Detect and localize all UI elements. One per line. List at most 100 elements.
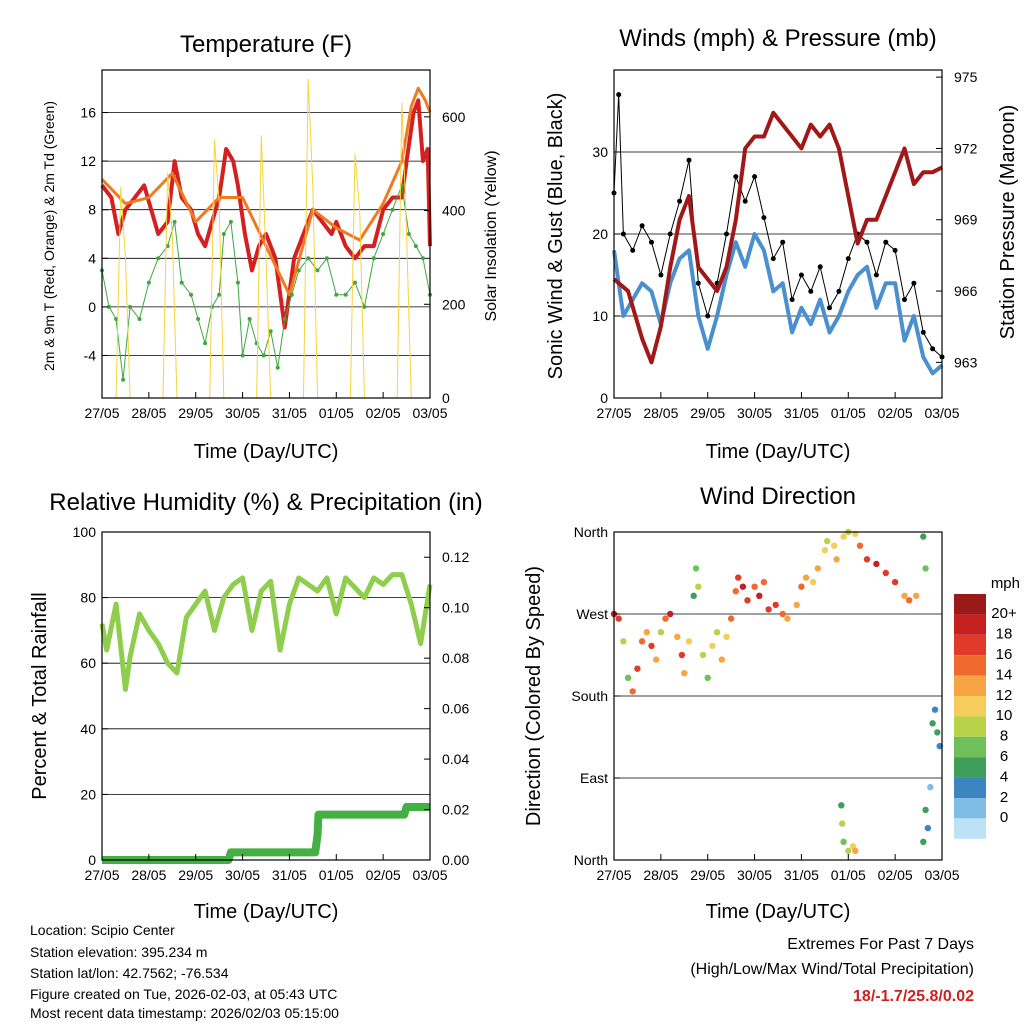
colorbar-label: 2 [1000,789,1008,806]
direction-point [882,569,889,577]
direction-point [713,629,721,636]
extremes-subtitle: (High/Low/Max Wind/Total Precipitation) [690,961,974,978]
x-tick-label: 02/05 [878,405,913,421]
direction-point [920,838,927,845]
y-tick-label: 0 [88,299,96,315]
extremes-value: 18/-1.7/25.8/0.02 [853,988,974,1005]
y-tick-label: East [580,770,608,786]
direction-point [662,615,669,622]
x-tick-label: 27/05 [84,405,119,421]
direction-point [653,656,660,663]
y-tick-label: West [576,606,608,622]
direction-point [751,583,758,590]
direction-point [784,615,791,622]
direction-point [739,583,747,590]
y2-tick-label: 600 [442,109,466,125]
y-tick-label: 0 [88,852,96,868]
direction-point [891,578,899,586]
direction-point [779,610,786,618]
direction-point [704,674,711,681]
y2-tick-label: 0 [442,390,450,406]
direction-point [913,592,920,599]
x-tick-label: 01/05 [831,867,866,883]
y-tick-label: 10 [592,308,608,324]
y2-tick-label: 0.08 [442,650,469,666]
colorbar-label: 18 [996,626,1013,643]
direction-point [922,806,929,814]
y-tick-label: South [571,688,608,704]
series-line [613,94,943,358]
direction-point [772,601,779,609]
direction-point [690,592,697,599]
direction-point [634,665,641,672]
direction-point [695,583,702,590]
colorbar-label: 0 [1000,809,1008,826]
series-line [101,183,431,380]
direction-point [833,556,840,563]
y2-tick-label: 0.10 [442,600,469,616]
x-tick-label: 02/05 [366,867,401,883]
colorbar-swatch [954,655,986,676]
y-tick-label: 16 [80,105,96,121]
direction-point [845,847,852,855]
y2-tick-label: 200 [442,296,466,312]
series-line [612,110,943,365]
direction-point [709,642,716,650]
colorbar-label: 14 [996,666,1013,683]
x-tick-label: 28/05 [643,405,678,421]
direction-point [901,592,908,599]
y2-tick-label: 966 [954,283,978,299]
direction-point [681,670,688,677]
wind-direction-panel: Wind Direction NorthEastSouthWestNorth27… [523,483,1020,923]
x-tick-label: 29/05 [178,867,213,883]
direction-point [723,633,730,640]
x-tick-label: 28/05 [643,867,678,883]
direction-point [657,629,665,636]
x-tick-label: 27/05 [596,867,631,883]
x-tick-label: 01/05 [319,867,354,883]
colorbar-swatch [954,614,986,635]
direction-point [674,633,681,640]
temperature-panel: Temperature (F) -4 0 4 8 12 16 0 200 400 600 27/05… [41,31,500,463]
direction-point [931,706,939,713]
colorbar-label: 8 [1000,728,1008,745]
winds-title: Winds (mph) & Pressure (mb) [619,25,936,52]
direction-point [699,651,707,659]
colorbar-label: 12 [996,687,1013,704]
colorbar-swatch [954,798,986,819]
x-tick-label: 02/05 [878,867,913,883]
direction-point [735,574,742,581]
direction-point [678,651,686,659]
direction-point [852,847,859,855]
y2-tick-label: 972 [954,140,978,156]
x-tick-label: 01/05 [831,405,866,421]
x-tick-label: 30/05 [737,867,772,883]
y-tick-label: 0 [600,390,608,406]
x-tick-label: 03/05 [924,405,959,421]
direction-point [838,802,845,809]
direction-point [638,638,646,645]
temperature-xlabel: Time (Day/UTC) [194,441,339,463]
colorbar-swatch [954,594,986,615]
direction-point [692,565,700,572]
direction-point [802,574,810,581]
y2-tick-label: 0.04 [442,751,469,767]
latlon-text: Station lat/lon: 42.7562; -76.534 [30,965,229,981]
direction-point [936,742,943,750]
x-tick-label: 03/05 [924,867,959,883]
y-tick-label: 60 [80,655,96,671]
direction-point [840,533,847,540]
direction-point [615,615,622,622]
x-tick-label: 30/05 [737,405,772,421]
direction-title: Wind Direction [700,483,856,510]
direction-point [821,547,829,554]
x-tick-label: 30/05 [225,405,260,421]
y-tick-label: 100 [73,524,97,540]
x-tick-label: 03/05 [412,867,447,883]
direction-point [760,578,768,586]
colorbar-swatch [954,777,986,798]
direction-point [727,615,735,622]
direction-point [793,601,800,609]
location-text: Location: Scipio Center [30,922,175,938]
elevation-text: Station elevation: 395.234 m [30,944,208,960]
